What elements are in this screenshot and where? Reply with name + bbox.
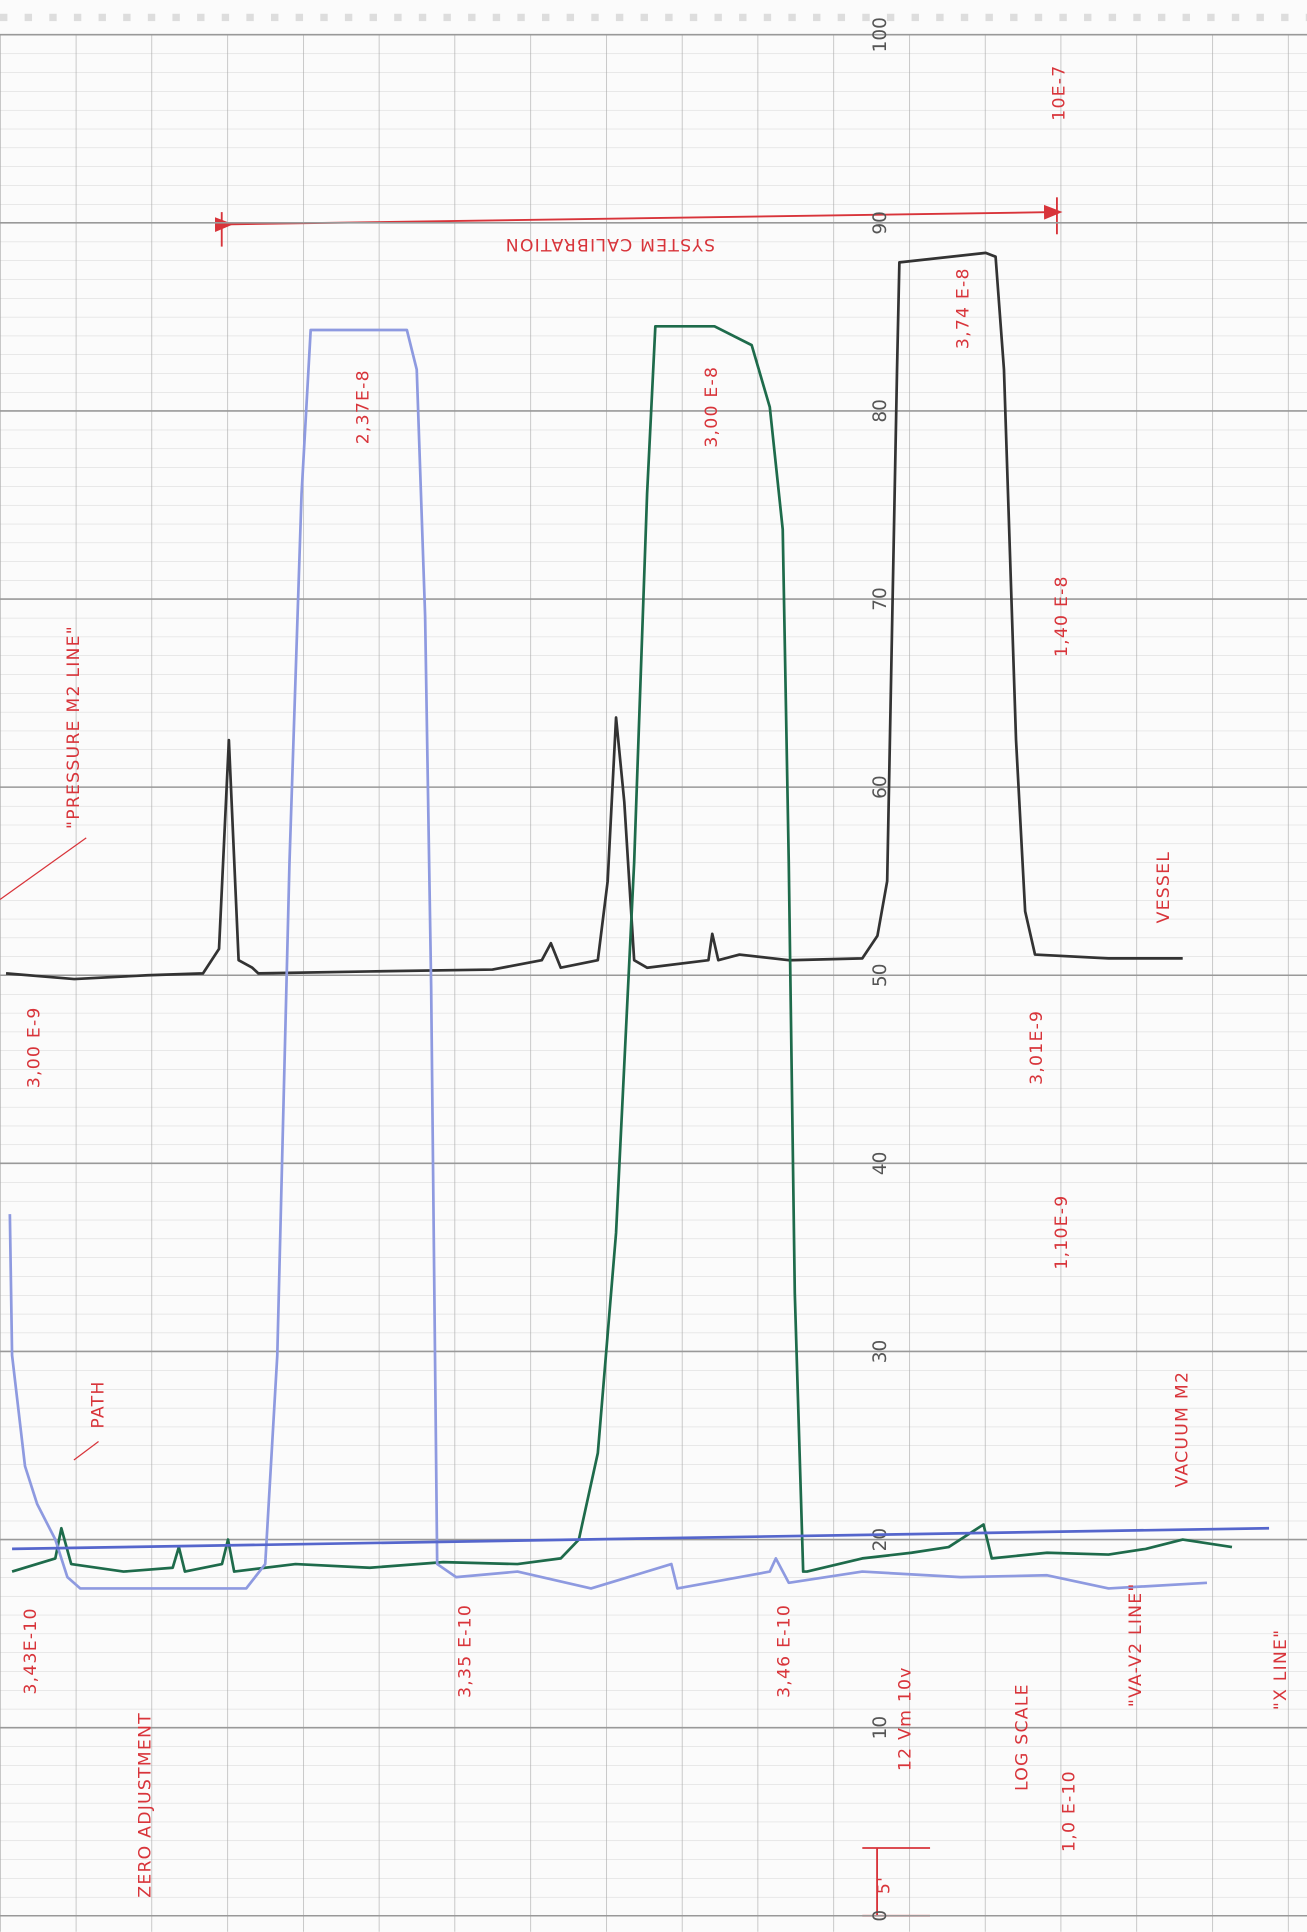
annotation: 3,00 E-9	[24, 1006, 44, 1088]
trace	[8, 328, 1208, 1590]
y-tick-label: 20	[870, 1528, 891, 1552]
annotation: VACUUM M2	[1173, 1371, 1193, 1488]
paper-rules	[0, 34, 1307, 1932]
annotation: "PRESSURE M2 LINE"	[64, 625, 84, 829]
annotation: VESSEL	[1154, 851, 1174, 923]
annotation: SYSTEM CALIBRATION	[505, 234, 715, 254]
annotation: 3,74 E-8	[953, 267, 973, 349]
y-tick-label: 80	[870, 399, 891, 423]
annotation: 3,01E-9	[1027, 1010, 1047, 1085]
y-tick-label: 70	[870, 587, 891, 611]
pointer	[0, 837, 87, 900]
pointer	[73, 1441, 99, 1461]
trace	[5, 251, 1183, 981]
y-tick-label: 0	[870, 1910, 891, 1922]
annotation: LOG SCALE	[1012, 1683, 1032, 1791]
y-tick-label: 100	[870, 17, 891, 52]
annotation: 10E-7	[1049, 65, 1069, 121]
annotation: 12 Vm 10v	[895, 1666, 915, 1771]
y-tick-label: 30	[870, 1340, 891, 1364]
annotation: 1,0 E-10	[1059, 1770, 1079, 1852]
trace	[11, 324, 1233, 1573]
annotation: 3,46 E-10	[775, 1604, 795, 1698]
annotation: 3,00 E-8	[702, 366, 722, 448]
annotation: 1,40 E-8	[1052, 575, 1072, 657]
annotation: "X LINE"	[1271, 1629, 1291, 1710]
trace	[12, 1526, 1270, 1551]
y-tick-label: 60	[870, 775, 891, 799]
y-tick-label: 10	[870, 1716, 891, 1740]
annotation: 5'	[874, 1876, 894, 1894]
y-tick-label: 90	[870, 211, 891, 235]
annotation: 1,10E-9	[1052, 1195, 1072, 1270]
y-tick-label: 50	[870, 963, 891, 987]
annotation: 3,43E-10	[21, 1607, 41, 1694]
annotation: PATH	[89, 1380, 109, 1428]
annotation: 2,37E-8	[353, 369, 373, 444]
y-tick-label: 40	[870, 1152, 891, 1176]
annotation: 3,35 E-10	[456, 1604, 476, 1698]
annotation: ZERO ADJUSTMENT	[135, 1712, 155, 1898]
annotation: "VA-V2 LINE"	[1126, 1582, 1146, 1707]
